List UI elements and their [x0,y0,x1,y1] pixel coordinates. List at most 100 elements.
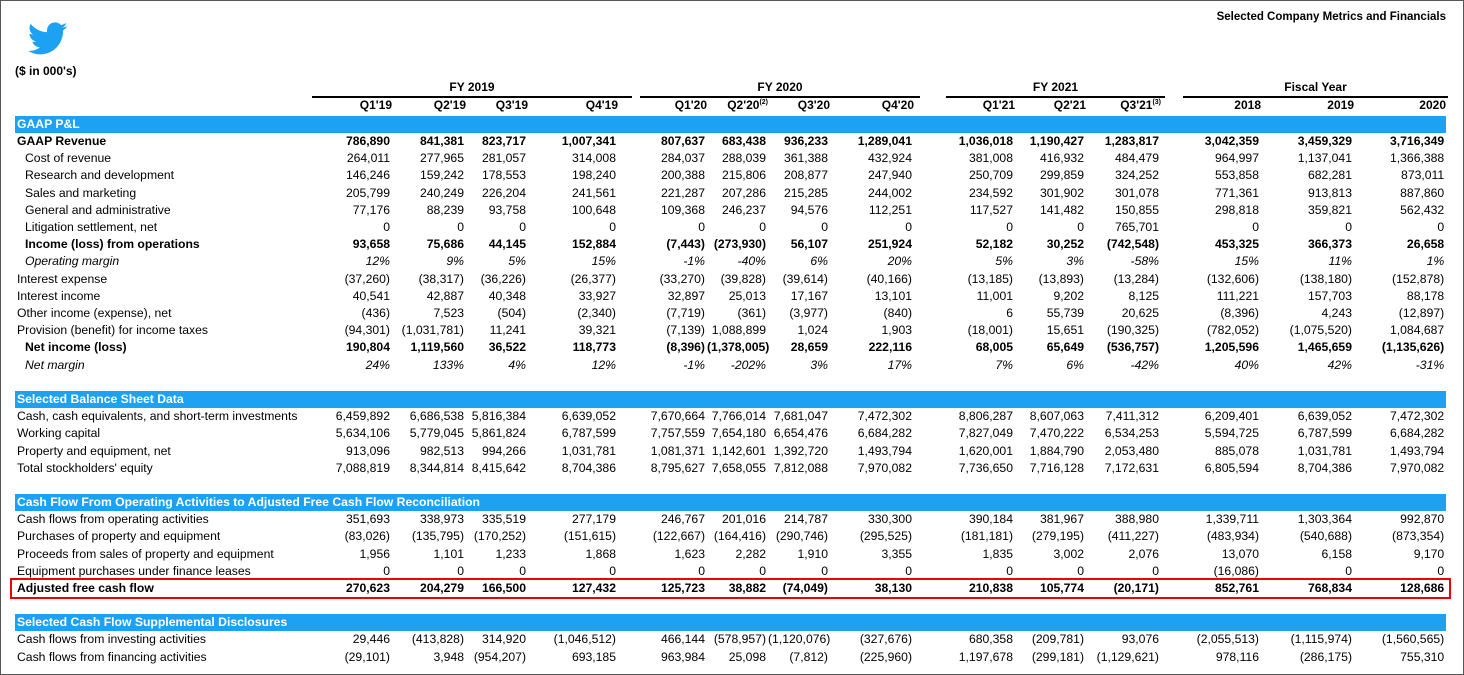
cell-value: 7,970,082 [1389,460,1445,475]
table-row: Cash flows from operating activities 351,… [15,511,1446,528]
cell-value: (135,795) [411,529,464,544]
cell-value: 30,252 [1046,237,1084,252]
row-label: Interest expense [17,271,108,286]
cell-value: 13,101 [874,288,912,303]
cell-value: (1,560,565) [1381,632,1445,647]
cell-value: (164,416) [713,529,766,544]
cell-value: (361) [737,306,766,321]
cell-value: 8,704,386 [1297,460,1352,475]
cell-value: 178,553 [481,168,526,183]
cell-value: 25,098 [728,649,766,664]
cell-value: 3,355 [881,546,913,561]
cell-value: 6,639,052 [561,409,616,424]
cell-value: (138,180) [1299,271,1352,286]
cell-value: 823,717 [481,134,526,148]
cell-value: 0 [698,220,705,235]
cell-value: 8,344,814 [409,460,464,475]
cell-value: 682,281 [1307,168,1352,183]
cell-value: 4,243 [1321,306,1353,321]
table-row: Other income (expense), net (436) 7,523 (50… [15,305,1446,322]
table-row: Net margin 24% 133% 4% 12% -1% -202% 3% 17% 7% 6% -… [15,357,1446,374]
cell-value: 204,279 [419,581,464,596]
row-label: Cash flows from operating activities [17,512,209,527]
cell-value: 6% [1066,357,1084,372]
cell-value: 359,821 [1307,202,1352,217]
cell-value: (83,026) [344,529,390,544]
cell-value: 36,522 [488,340,526,355]
table-row: Adjusted free cash flow 270,623 204,279 166… [15,580,1446,597]
row-label: Adjusted free cash flow [17,581,154,596]
financials-table: GAAP P&L GAAP Revenue 786,890 841,381 823,71… [15,116,1447,666]
cell-value: 771,361 [1214,185,1259,200]
cell-value: 3,002 [1053,546,1085,561]
cell-value: 40,541 [352,288,390,303]
cell-value: 109,368 [660,202,705,217]
spacer-row [15,597,1446,614]
column-header-label: Q4'20 [881,98,914,112]
cell-value: (132,606) [1206,271,1259,286]
cell-value: 301,078 [1114,185,1159,200]
row-label: Other income (expense), net [17,306,172,321]
cell-value: 755,310 [1400,649,1445,664]
cell-value: 277,179 [571,512,616,527]
cell-value: 6 [1006,306,1013,321]
cell-value: 0 [1437,563,1445,578]
row-label: Proceeds from sales of property and equi… [17,546,274,561]
cell-value: 6,686,538 [409,409,464,424]
column-group-header: FY 2019 [312,80,632,98]
cell-value: 324,252 [1114,168,1159,183]
cell-value: 335,519 [481,512,526,527]
column-header-label: Q2'19 [433,98,466,112]
cell-value: 214,787 [783,512,828,527]
cell-value: 15% [591,254,616,269]
cell-value: (152,878) [1392,271,1445,286]
cell-value: 1,493,794 [1389,443,1445,458]
cell-value: 0 [1345,563,1352,578]
cell-value: 146,246 [345,168,390,183]
cell-value: 1,283,817 [1104,134,1159,148]
cell-value: 1,465,659 [1297,340,1352,355]
cell-value: 7,736,650 [958,460,1013,475]
cell-value: 0 [519,563,526,578]
cell-value: 2,282 [735,546,767,561]
cell-value: 75,686 [426,237,464,252]
cell-value: 994,266 [481,443,526,458]
cell-value: 0 [609,563,616,578]
cell-value: (20,171) [1113,581,1159,596]
cell-value: 1,903 [881,323,913,338]
spacer-row [15,374,1446,391]
cell-value: 117,527 [969,202,1013,217]
cell-value: (13,185) [967,271,1013,286]
cell-value: 12% [365,254,390,269]
cell-value: 6,654,476 [773,426,828,441]
cell-value: 33,927 [578,288,616,303]
row-label: Cash flows from investing activities [17,632,206,647]
table-row: General and administrative 77,176 88,239 93… [15,202,1446,219]
table-row: Income (loss) from operations 93,658 75,68… [15,236,1446,253]
cell-value: 0 [383,563,390,578]
cell-value: 1,031,781 [1297,443,1352,458]
cell-value: 3,948 [433,649,465,664]
cell-value: 3,042,359 [1204,134,1259,148]
cell-value: 264,011 [346,151,390,166]
cell-value: 7,970,082 [857,460,912,475]
footnote-marker: (2) [759,99,768,106]
page-title: Selected Company Metrics and Financials [1216,11,1446,23]
cell-value: 8,415,642 [471,460,526,475]
column-header: Q3'21(3) [1120,98,1161,112]
cell-value: 1,910 [797,546,829,561]
units-label: ($ in 000's) [15,64,77,78]
cell-value: 7,523 [433,306,465,321]
cell-value: 207,286 [721,185,766,200]
cell-value: -1% [683,357,705,372]
cell-value: -31% [1415,357,1445,372]
cell-value: 6,209,401 [1204,409,1259,424]
row-label: GAAP Revenue [17,134,107,148]
column-header: 2019 [1327,98,1354,112]
cell-value: 215,285 [783,185,828,200]
column-header-label: 2020 [1419,98,1446,112]
column-header-label: Q1'19 [359,98,392,112]
cell-value: (7,719) [666,306,705,321]
cell-value: 366,373 [1307,237,1352,252]
cell-value: 246,237 [721,202,766,217]
